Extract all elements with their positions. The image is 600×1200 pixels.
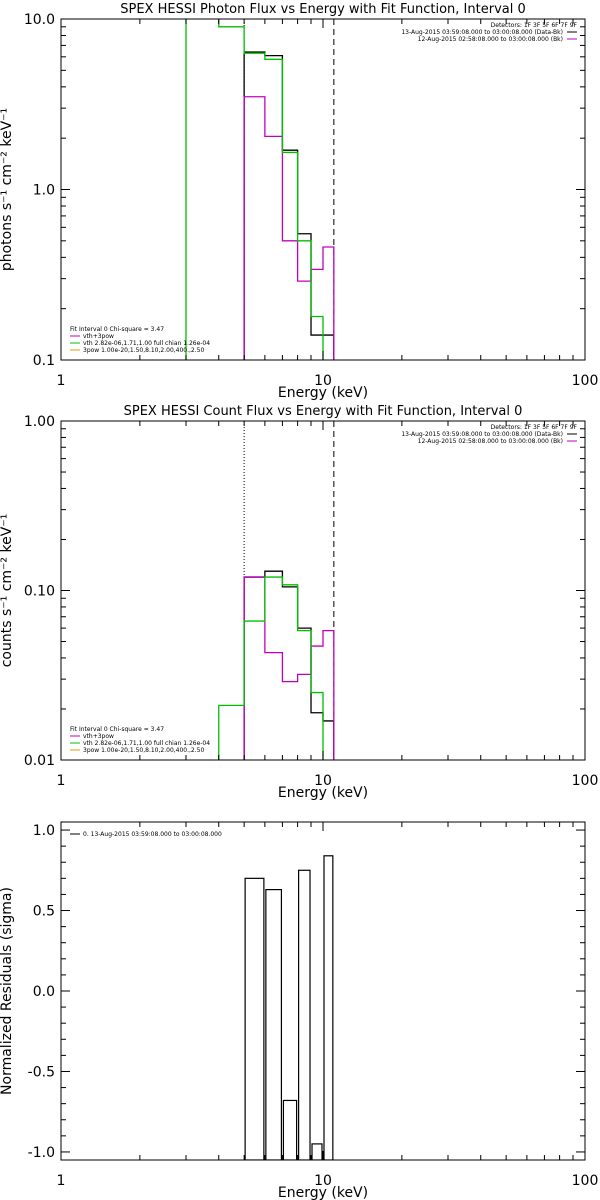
residual-bar: [265, 888, 283, 1160]
x-tick-label: 1: [57, 373, 66, 389]
spectrum-series-1: [243, 96, 335, 360]
plot-frame: [60, 420, 586, 761]
legend-header: Detectors: 1F 3F 5F 6F 7F 9F: [491, 424, 578, 431]
y-tick-label: 0.5: [33, 904, 55, 920]
y-tick-label: 1.0: [33, 823, 55, 839]
legend-header: Fit Interval 0 Chi-square = 3.47: [70, 726, 164, 733]
y-tick-label: 0.01: [24, 753, 55, 769]
residual-bar: [244, 877, 265, 1160]
residual-bar: [282, 1099, 298, 1160]
legend-header: Fit Interval 0 Chi-square = 3.47: [70, 326, 164, 333]
plot-frame: [60, 821, 586, 1161]
x-tick-label: 10: [314, 373, 332, 389]
y-tick-label: 10.0: [24, 12, 55, 28]
plot-frame: [60, 18, 586, 361]
x-tick-label: 10: [314, 1173, 332, 1189]
x-axis-label: Energy (keV): [278, 785, 368, 801]
residual-bar: [298, 869, 311, 1160]
legend-entry: 13-Aug-2015 03:59:08.000 to 03:00:08.000…: [401, 431, 563, 438]
legend-entry: 0. 13-Aug-2015 03:59:08.000 to 03:00:08.…: [83, 831, 222, 838]
y-tick-label: -0.5: [28, 1064, 55, 1080]
legend-entry: vth+3pow: [83, 733, 114, 740]
legend-entry: 12-Aug-2015 02:58:08.000 to 03:00:08.000…: [418, 438, 563, 445]
y-axis-label: Normalized Residuals (sigma): [0, 887, 15, 1095]
y-tick-label: 0.1: [33, 353, 55, 369]
chart-title: SPEX HESSI Photon Flux vs Energy with Fi…: [120, 2, 526, 17]
legend-entry: 3pow 1.00e-20,1.50,8.10,2.00,400.,2.50: [83, 347, 204, 354]
y-axis-label: photons s⁻¹ cm⁻² keV⁻¹: [0, 108, 15, 271]
y-tick-label: 0.10: [24, 584, 55, 600]
x-tick-label: 100: [572, 1173, 599, 1189]
legend-entry: vth 2.82e-06,1.71,1.00 full chian 1.26e-…: [83, 340, 210, 347]
plot-area: [218, 421, 335, 760]
spectrum-series-2: [185, 19, 324, 360]
plot-area: [185, 19, 335, 360]
residual-bar: [323, 855, 334, 1160]
x-tick-label: 1: [57, 773, 66, 789]
legend-header: Detectors: 1F 3F 5F 6F 7F 9F: [491, 22, 578, 29]
legend-entry: 13-Aug-2015 03:59:08.000 to 03:00:08.000…: [401, 29, 563, 36]
spectrum-series-0: [243, 51, 335, 360]
panel-1: SPEX HESSI Count Flux vs Energy with Fit…: [0, 404, 598, 801]
spectrum-series-1: [243, 576, 335, 760]
panel-0: SPEX HESSI Photon Flux vs Energy with Fi…: [0, 2, 599, 401]
y-axis-label: counts s⁻¹ cm⁻² keV⁻¹: [0, 514, 15, 668]
x-tick-label: 10: [314, 773, 332, 789]
legend-entry: vth 2.82e-06,1.71,1.00 full chian 1.26e-…: [83, 740, 210, 747]
x-tick-label: 100: [572, 773, 599, 789]
x-tick-label: 1: [57, 1173, 66, 1189]
residual-bar: [311, 1143, 323, 1160]
spectrum-series-0: [243, 570, 335, 760]
legend-entry: 3pow 1.00e-20,1.50,8.10,2.00,400.,2.50: [83, 747, 204, 754]
chart-title: SPEX HESSI Count Flux vs Energy with Fit…: [124, 404, 523, 419]
x-axis-label: Energy (keV): [278, 1185, 368, 1200]
y-tick-label: -1.0: [28, 1145, 55, 1161]
x-tick-label: 100: [572, 373, 599, 389]
x-axis-label: Energy (keV): [278, 385, 368, 401]
plot-area: [244, 855, 334, 1160]
y-tick-label: 1.00: [24, 414, 55, 430]
legend-entry: vth+3pow: [83, 333, 114, 340]
panel-2: 1 10 100 -1.0 -0.5 0.0 0.5 1.0 Energy (keV) Norma…: [0, 821, 599, 1200]
y-tick-label: 0.0: [33, 984, 55, 1000]
legend-entry: 12-Aug-2015 02:58:08.000 to 03:00:08.000…: [418, 36, 563, 43]
spectrum-series-2: [218, 576, 324, 760]
y-tick-label: 1.0: [33, 183, 55, 199]
